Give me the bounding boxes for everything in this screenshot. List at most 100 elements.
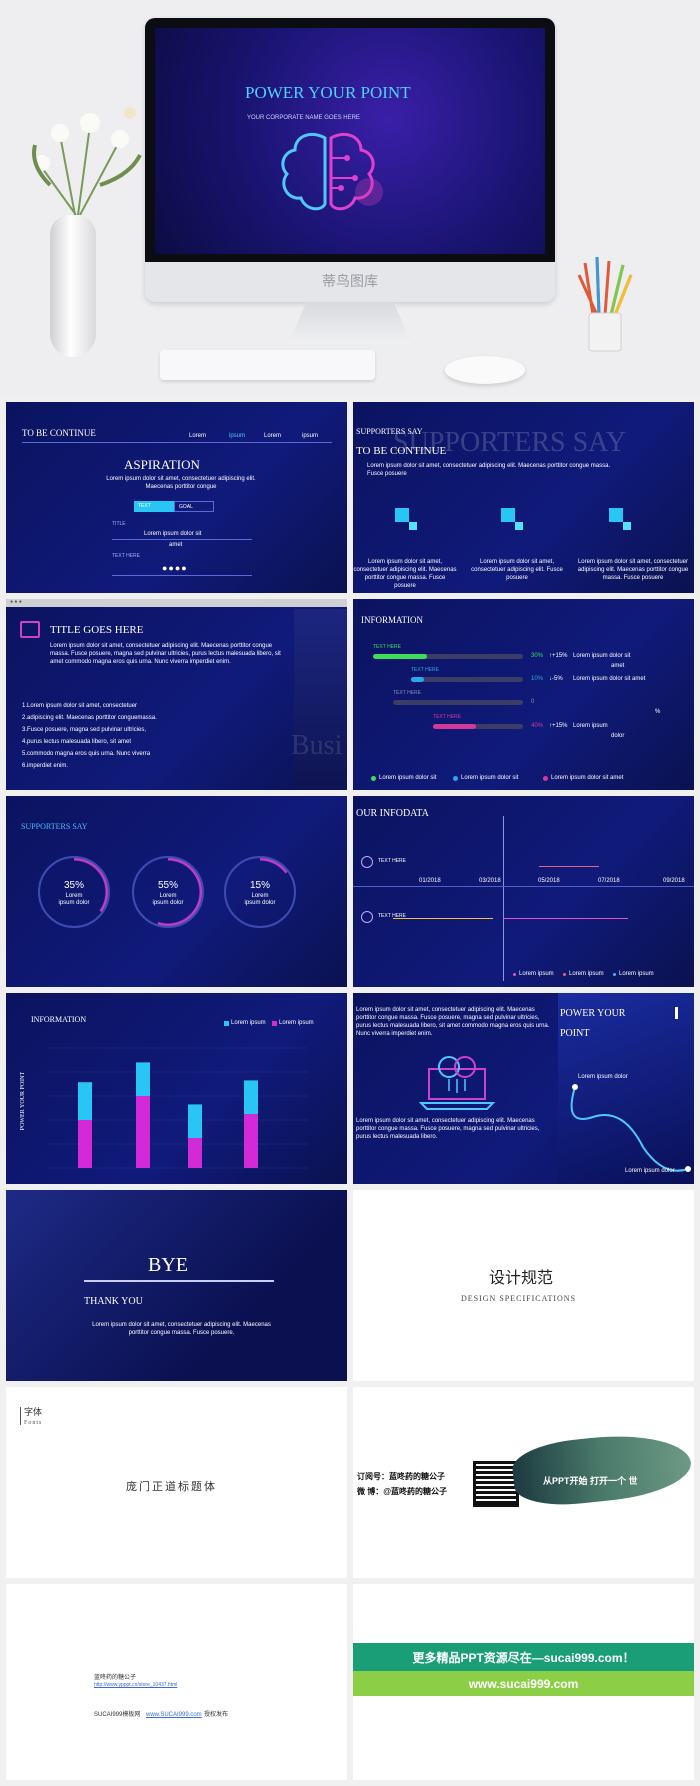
bar-series-1: [188, 1104, 202, 1138]
pencil-cup-icon: [575, 255, 635, 355]
title-line-1: POWER YOUR: [560, 1008, 626, 1019]
col-text-1: Lorem ipsum dolor sit amet, consectetuer…: [353, 559, 457, 590]
slide-power-your-point: Lorem ipsum dolor sit amet, consectetuer…: [353, 993, 694, 1184]
bar-label: TEXT HERE: [373, 644, 401, 650]
slide-title: BYE: [148, 1254, 188, 1276]
hero-subtitle: YOUR CORPORATE NAME GOES HERE: [247, 115, 360, 121]
progress-bar: [373, 654, 523, 659]
banner-top: 更多精品PPT资源尽在—sucai999.com！: [353, 1643, 694, 1671]
bar-percent: 0: [531, 699, 535, 705]
col-text-3: Lorem ipsum dolor sit amet, consectetuer…: [577, 559, 689, 582]
list-item: 6.imperdiet enim.: [22, 763, 69, 769]
title-line-2: POINT: [560, 1028, 590, 1039]
monitor-screen: POWER YOUR POINT YOUR CORPORATE NAME GOE…: [155, 28, 545, 254]
slide-bye: BYE THANK YOU Lorem ipsum dolor sit amet…: [6, 1190, 347, 1381]
bar-series-2: [188, 1138, 202, 1168]
globe-icon: [361, 911, 373, 923]
legend-item: Lorem ipsum dolor sit amet: [551, 775, 624, 781]
text-block-1: Lorem ipsum dolor sit amet, consectetuer…: [356, 1007, 550, 1038]
slide-information-bars: INFORMATION Lorem ipsum dolor sit Lorem …: [353, 599, 694, 790]
ghost-word: Busi: [291, 730, 343, 761]
site-link[interactable]: www.SUCAI999.com: [146, 1712, 202, 1718]
bar-label: TEXT HERE: [411, 667, 439, 673]
ring-pct: 35%: [63, 880, 84, 891]
fonts-subheading: Fonts: [24, 1420, 43, 1426]
slide-supporters: SUPPORTERS SAY SUPPORTERS SAY TO BE CONT…: [353, 402, 694, 593]
bar-series-2: [244, 1114, 258, 1168]
slide-information-chart: INFORMATION POWER YOUR POINT Lorem ipsum…: [6, 993, 347, 1184]
bar-series-1: [244, 1080, 258, 1114]
banner-top-text: 更多精品PPT资源尽在—sucai999.com！: [412, 1651, 635, 1665]
goal-button[interactable]: GOAL: [174, 501, 214, 512]
slide-heading: TO BE CONTINUE: [22, 428, 96, 438]
globe-icon: [361, 856, 373, 868]
author-link[interactable]: http://www.ypppt.cn/store_10437.html: [94, 1682, 178, 1688]
slide-title: INFORMATION: [31, 1015, 87, 1024]
ring-l1: Lorem: [65, 893, 83, 899]
list-item: 1.Lorem ipsum dolor sit amet, consectetu…: [22, 703, 138, 709]
legend-item: Lorem ipsum: [279, 1020, 314, 1026]
bar-note: Lorem ipsum: [573, 723, 608, 729]
legend-item: Lorem ipsum: [619, 971, 654, 977]
laptop-brain-icon: [418, 1053, 496, 1111]
slide-title: TITLE GOES HERE: [50, 624, 144, 636]
text-button[interactable]: TEXT: [134, 501, 174, 512]
row-label: TEXT HERE: [378, 858, 406, 864]
tab-1[interactable]: Lorem: [189, 433, 207, 439]
field-line-2: amet: [169, 542, 183, 548]
tab-3[interactable]: Lorem: [264, 433, 282, 439]
flowers-icon: [20, 95, 150, 216]
pager-dots[interactable]: ●●●●: [162, 563, 188, 573]
tab-4[interactable]: ipsum: [302, 433, 319, 439]
field-label: TITLE: [112, 521, 126, 527]
banner-bottom[interactable]: www.sucai999.com: [353, 1671, 694, 1696]
slide-title-goes-here: ● ● ● Busi TITLE GOES HERE Lorem ipsum d…: [6, 599, 347, 790]
ring-pct: 15%: [249, 880, 270, 891]
progress-bar: [393, 700, 523, 705]
monitor: POWER YOUR POINT YOUR CORPORATE NAME GOE…: [145, 18, 555, 302]
bar-delta: ↑+15%: [549, 653, 568, 659]
bar-label: TEXT HERE: [393, 690, 421, 696]
bar-series-2: [78, 1120, 92, 1168]
col-text-2: Lorem ipsum dolor sit amet, consectetuer…: [471, 559, 563, 582]
slide-sucai: 更多精品PPT资源尽在—sucai999.com！ www.sucai999.c…: [353, 1584, 694, 1780]
slide-credits: 蓝咚药的糖公子 http://www.ypppt.cn/store_10437.…: [6, 1584, 347, 1780]
bar-delta: ↓-5%: [549, 676, 563, 682]
brush-stroke: [510, 1427, 694, 1511]
hero-brand: 蒂鸟图库: [322, 273, 378, 289]
slide-design-spec: 设计规范 DESIGN SPECIFICATIONS: [353, 1190, 694, 1381]
bar-note: Lorem ipsum dolor sit: [573, 653, 631, 659]
banner-bottom-text[interactable]: www.sucai999.com: [468, 1677, 579, 1691]
slide-title: ASPIRATION: [124, 457, 200, 472]
slide-body: Lorem ipsum dolor sit amet, consectetuer…: [50, 643, 281, 666]
progress-bar: [411, 677, 523, 682]
mouse-icon: [445, 356, 525, 384]
bar-series-2: [136, 1096, 150, 1168]
slide-title: OUR INFODATA: [356, 808, 429, 819]
list-item: 4.purus lectus malesuada libero, sit ame…: [22, 739, 132, 745]
date-label: 09/2018: [663, 878, 685, 884]
bar-delta: ↑+15%: [549, 723, 568, 729]
font-name: 庞门正道标题体: [126, 1481, 217, 1493]
bar-percent: 40%: [531, 723, 544, 729]
ring-l1: Lorem: [159, 893, 177, 899]
list-item: 5.commodo magna eros quis urna. Nunc viv…: [22, 751, 151, 757]
text-block-2: Lorem ipsum dolor sit amet, consectetuer…: [356, 1118, 540, 1141]
tab-2[interactable]: ipsum: [229, 433, 246, 439]
keyboard-icon: [160, 350, 375, 380]
bar-percent: 10%: [531, 676, 544, 682]
image-icon: [20, 621, 40, 638]
progress-bar: [433, 724, 523, 729]
monitor-stand: [288, 302, 412, 344]
slide-subtitle: DESIGN SPECIFICATIONS: [461, 1294, 577, 1303]
bar-chart: [48, 1033, 308, 1178]
y-axis-label: POWER YOUR POINT: [20, 1071, 27, 1131]
legend-item: Lorem ipsum: [231, 1020, 266, 1026]
ghost-heading: SUPPORTERS SAY: [393, 427, 627, 458]
legend-item: Lorem ipsum: [519, 971, 554, 977]
slide-title: INFORMATION: [361, 615, 424, 625]
bar-note: Lorem ipsum dolor sit amet: [573, 676, 646, 682]
list-item: 2.adipiscing elit. Maecenas porttitor co…: [22, 715, 157, 721]
site-name: SUCAI999模板网: [94, 1712, 141, 1718]
slide-supporters-rings: SUPPORTERS SAY 35% Lorem ipsum dolor 55% Lor…: [6, 796, 347, 987]
